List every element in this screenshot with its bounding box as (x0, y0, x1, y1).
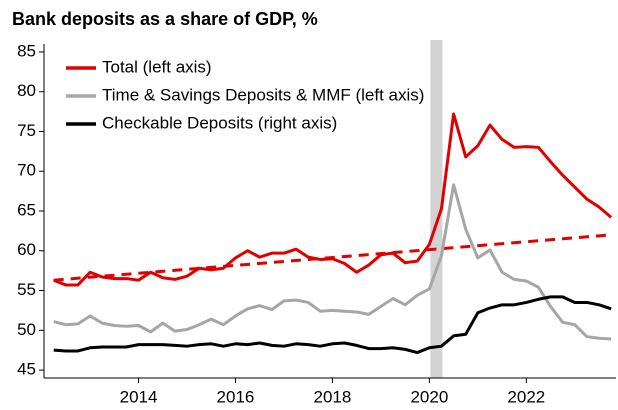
x-tick-label: 2022 (507, 387, 545, 406)
y-tick-label: 75 (17, 121, 36, 140)
chart-title: Bank deposits as a share of GDP, % (12, 9, 318, 29)
y-tick-label: 65 (17, 200, 36, 219)
x-tick-label: 2014 (120, 387, 158, 406)
x-tick-label: 2020 (410, 387, 448, 406)
x-tick-label: 2018 (314, 387, 352, 406)
y-tick-label: 50 (17, 320, 36, 339)
shaded-region (430, 40, 443, 378)
legend-label: Time & Savings Deposits & MMF (left axis… (102, 85, 424, 104)
y-tick-label: 85 (17, 41, 36, 60)
y-tick-label: 80 (17, 81, 36, 100)
x-tick-label: 2016 (217, 387, 255, 406)
series-line (53, 295, 612, 355)
legend-label: Checkable Deposits (right axis) (102, 113, 337, 132)
y-tick-label: 60 (17, 240, 36, 259)
series-line (53, 112, 613, 287)
y-tick-label: 45 (17, 360, 36, 379)
series-line (53, 183, 612, 341)
y-tick-label: 70 (17, 161, 36, 180)
legend-label: Total (left axis) (102, 57, 212, 76)
y-tick-label: 55 (17, 280, 36, 299)
